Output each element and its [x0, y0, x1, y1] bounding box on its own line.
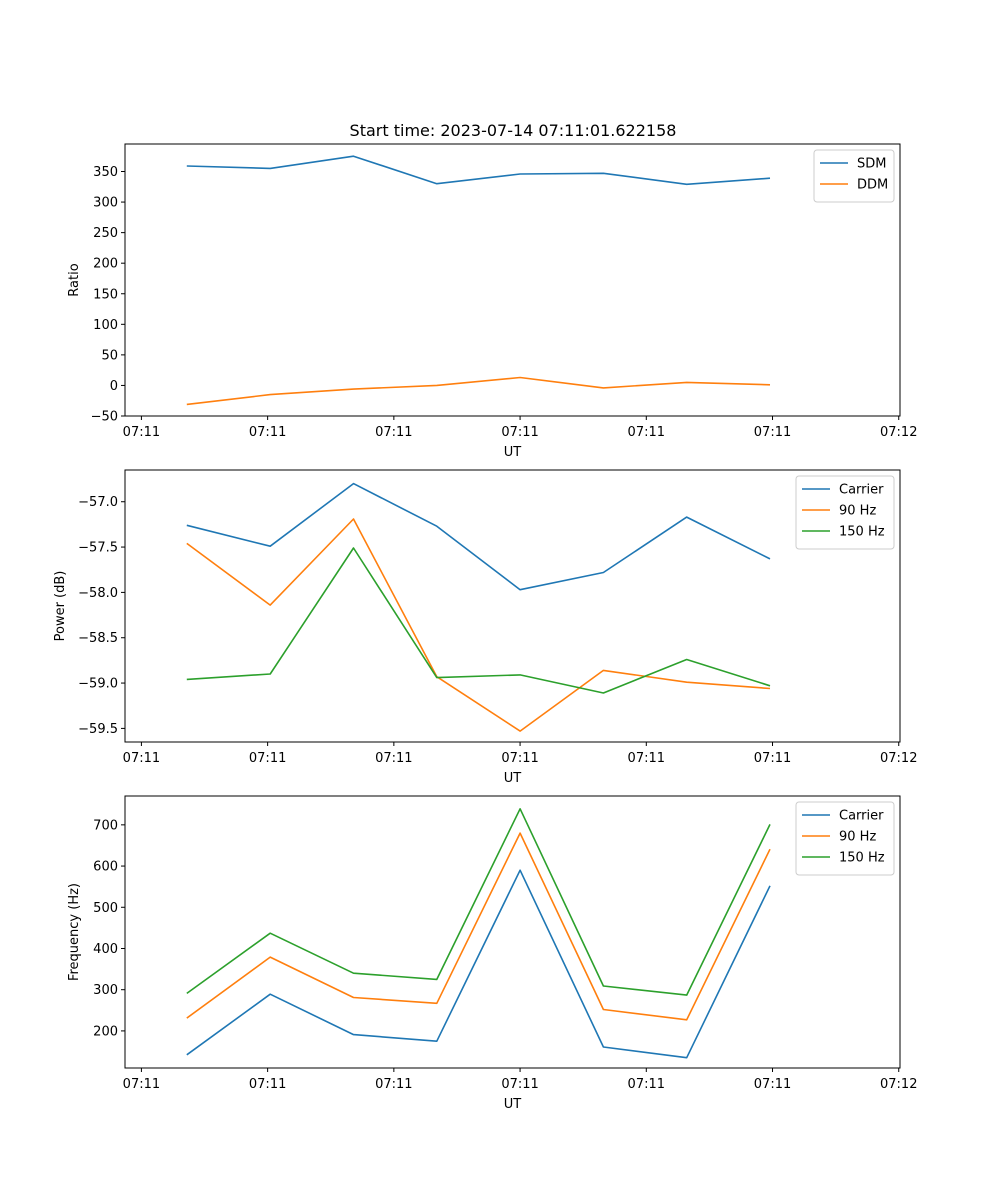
plot-frame: [124, 469, 901, 743]
y-tick-label: 350: [93, 165, 118, 180]
x-tick-label: 07:11: [754, 425, 791, 440]
y-tick-label: 50: [101, 348, 118, 363]
y-tick-label: 300: [93, 983, 118, 998]
x-tick-label: 07:11: [501, 751, 538, 766]
y-axis-label: Ratio: [67, 263, 82, 296]
x-tick-label: 07:11: [754, 1077, 791, 1092]
y-tick-label: −59.0: [78, 677, 118, 692]
chart-panel-3: 07:11 07:11 07:11 07:11 07:11 07:11 07:12 200 30…: [67, 795, 917, 1112]
legend-label: 90 Hz: [839, 504, 876, 519]
x-tick-label: 07:11: [249, 1077, 286, 1092]
series-line-90-hz: [186, 832, 771, 1021]
series-line-150-hz: [186, 807, 771, 996]
y-tick-label: 100: [93, 318, 118, 333]
y-tick-label: −50: [91, 410, 118, 425]
y-tick-label: −58.5: [78, 631, 118, 646]
legend: Carrier 90 Hz 150 Hz: [795, 801, 895, 876]
legend-label: SDM: [857, 157, 886, 172]
x-tick-label: 07:11: [375, 751, 412, 766]
x-tick-label: 07:11: [628, 1077, 665, 1092]
x-tick-label: 07:11: [123, 425, 160, 440]
legend-label: 90 Hz: [839, 830, 876, 845]
legend: Carrier 90 Hz 150 Hz: [795, 475, 895, 550]
y-tick-label: −57.5: [78, 541, 118, 556]
series-line-carrier: [186, 482, 771, 591]
series-line-150-hz: [186, 547, 771, 694]
y-tick-label: 300: [93, 196, 118, 211]
y-tick-label: 200: [93, 257, 118, 272]
series-line-90-hz: [186, 518, 771, 732]
y-tick-label: 400: [93, 942, 118, 957]
x-tick-label: 07:11: [501, 1077, 538, 1092]
x-tick-label: 07:11: [501, 425, 538, 440]
chart-panel-1: 07:11 07:11 07:11 07:11 07:11 07:11 07:12 −50 0 5…: [67, 143, 917, 460]
x-axis-label: UT: [504, 771, 522, 786]
x-tick-label: 07:11: [375, 1077, 412, 1092]
x-tick-label: 07:11: [123, 751, 160, 766]
legend: SDM DDM: [813, 149, 895, 203]
x-axis-label: UT: [504, 1097, 522, 1112]
x-tick-label: 07:11: [628, 751, 665, 766]
x-tick-label: 07:11: [628, 425, 665, 440]
series-line-ddm: [186, 376, 771, 406]
chart-panel-2: 07:11 07:11 07:11 07:11 07:11 07:11 07:12 −59.5…: [53, 469, 917, 786]
x-tick-label: 07:11: [754, 751, 791, 766]
x-tick-label: 07:11: [123, 1077, 160, 1092]
y-tick-label: −57.0: [78, 495, 118, 510]
legend-label: DDM: [857, 178, 888, 193]
y-tick-label: 500: [93, 901, 118, 916]
y-tick-label: −59.5: [78, 722, 118, 737]
y-tick-label: 700: [93, 818, 118, 833]
plot-frame: [124, 795, 901, 1069]
x-tick-label: 07:11: [375, 425, 412, 440]
legend-label: Carrier: [839, 809, 884, 824]
y-axis-label: Frequency (Hz): [67, 883, 82, 981]
chart-title: Start time: 2023-07-14 07:11:01.622158: [350, 121, 677, 140]
y-tick-label: 200: [93, 1024, 118, 1039]
series-line-sdm: [186, 155, 771, 186]
plot-frame: [124, 143, 901, 417]
y-tick-label: 150: [93, 287, 118, 302]
y-tick-label: 600: [93, 860, 118, 875]
x-tick-label: 07:12: [880, 425, 917, 440]
legend-label: 150 Hz: [839, 851, 885, 866]
legend-label: Carrier: [839, 483, 884, 498]
x-tick-label: 07:11: [249, 425, 286, 440]
y-axis-label: Power (dB): [53, 571, 68, 642]
y-tick-label: 0: [110, 379, 118, 394]
legend-label: 150 Hz: [839, 525, 885, 540]
y-tick-label: 250: [93, 226, 118, 241]
x-axis-label: UT: [504, 445, 522, 460]
series-line-carrier: [186, 869, 771, 1059]
x-tick-label: 07:12: [880, 1077, 917, 1092]
x-tick-label: 07:12: [880, 751, 917, 766]
x-tick-label: 07:11: [249, 751, 286, 766]
y-tick-label: −58.0: [78, 586, 118, 601]
